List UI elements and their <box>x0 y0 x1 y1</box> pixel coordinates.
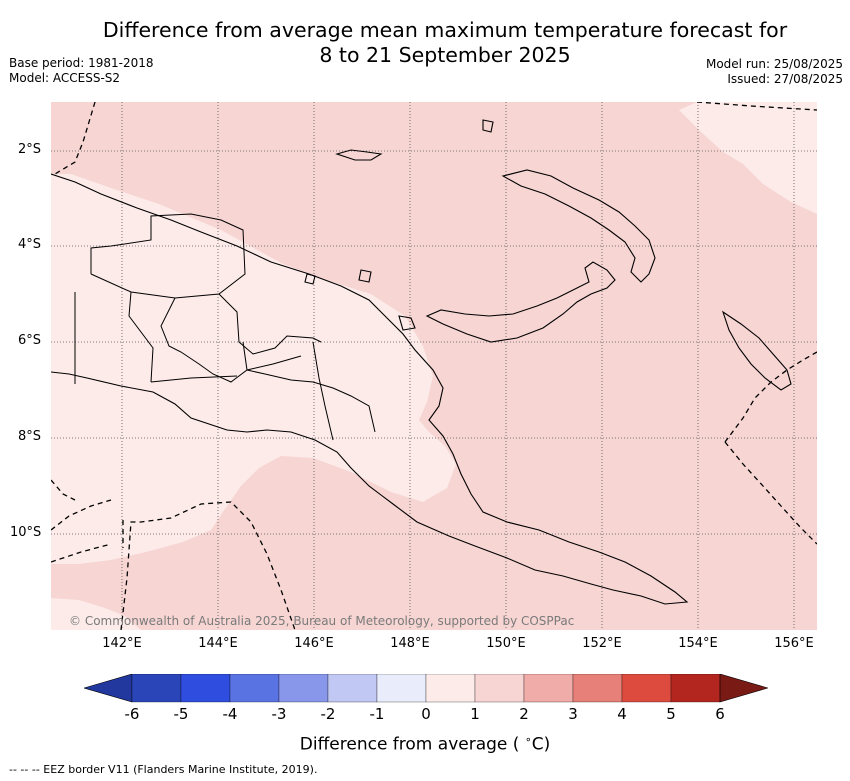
colorbar-tick-label: 6 <box>715 705 725 723</box>
coastline-bougainville <box>721 310 792 391</box>
colorbar-tick-label: -4 <box>222 705 238 723</box>
colorbar-extend-low <box>84 674 133 703</box>
x-tick-146e: 146°E <box>294 636 334 651</box>
y-tick-2s: 2°S <box>18 142 42 157</box>
colorbar-tick-label: -3 <box>271 705 287 723</box>
x-tick-144e: 144°E <box>198 636 238 651</box>
colorbar-segment <box>229 674 280 703</box>
x-tick-150e: 150°E <box>486 636 526 651</box>
title-line-1: Difference from average mean maximum tem… <box>102 18 788 42</box>
colorbar-segment <box>180 674 231 703</box>
colorbar-segment <box>376 674 427 703</box>
x-tick-156e: 156°E <box>774 636 814 651</box>
coastline-new-guinea <box>51 119 792 605</box>
colorbar-tick-label: 0 <box>421 705 431 723</box>
colorbar-segment <box>278 674 329 703</box>
region-warm-0-1-ne <box>679 102 817 214</box>
eez-footnote: -- -- -- EEZ border V11 (Flanders Marine… <box>9 763 318 776</box>
colorbar-segment <box>474 674 525 703</box>
coastline-new-britain <box>425 261 616 343</box>
colorbar-tick-label: 4 <box>617 705 627 723</box>
meta-right: Model run: 25/08/2025 Issued: 27/08/2025 <box>706 57 843 87</box>
colorbar-tick-label: 2 <box>519 705 529 723</box>
colorbar-segment <box>523 674 574 703</box>
colorbar-tick-label: 3 <box>568 705 578 723</box>
x-tick-152e: 152°E <box>582 636 622 651</box>
coastline-manus <box>335 149 383 161</box>
colorbar-segment <box>621 674 672 703</box>
temperature-anomaly-map <box>51 102 817 630</box>
colorbar-tick-label: -6 <box>124 705 140 723</box>
model-run-date: Model run: 25/08/2025 <box>705 57 843 71</box>
colorbar-tick-label: 5 <box>666 705 676 723</box>
y-tick-8s: 8°S <box>18 429 42 444</box>
eez-borders <box>51 102 817 630</box>
colorbar-tick-label: -1 <box>369 705 385 723</box>
colorbar <box>84 674 768 703</box>
colorbar-segment <box>131 674 182 703</box>
coastline-new-ireland <box>501 169 656 283</box>
coastline-small-islands <box>304 119 494 331</box>
graticule <box>51 102 817 630</box>
colorbar-title: Difference from average ( ∘C) <box>299 733 551 755</box>
copyright-notice: © Commonwealth of Australia 2025, Bureau… <box>69 614 575 628</box>
x-tick-142e: 142°E <box>102 636 142 651</box>
issued-date: Issued: 27/08/2025 <box>727 72 843 86</box>
colorbar-segment <box>670 674 721 703</box>
base-period: Base period: 1981-2018 <box>9 56 154 70</box>
colorbar-tick-label: 1 <box>470 705 480 723</box>
colorbar-segment <box>425 674 476 703</box>
y-tick-10s: 10°S <box>10 525 42 540</box>
region-warm-0-1-sw <box>51 598 141 630</box>
colorbar-tick-label: -5 <box>173 705 189 723</box>
colorbar-tick-label: -2 <box>320 705 336 723</box>
x-tick-148e: 148°E <box>390 636 430 651</box>
title-line-2: 8 to 21 September 2025 <box>319 43 571 67</box>
colorbar-extend-high <box>719 674 768 703</box>
meta-left: Base period: 1981-2018 Model: ACCESS-S2 <box>9 56 154 86</box>
x-tick-154e: 154°E <box>678 636 718 651</box>
y-tick-6s: 6°S <box>18 333 42 348</box>
y-tick-4s: 4°S <box>18 237 42 252</box>
colorbar-segment <box>327 674 378 703</box>
province-borders <box>74 213 376 441</box>
model-name: Model: ACCESS-S2 <box>9 71 121 85</box>
colorbar-segment <box>572 674 623 703</box>
